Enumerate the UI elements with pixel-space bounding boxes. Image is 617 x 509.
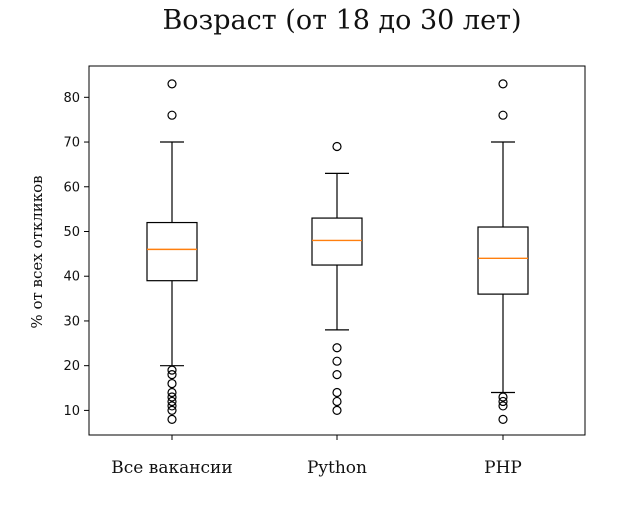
x-tick-label: Python xyxy=(307,458,367,478)
box-group xyxy=(311,141,363,415)
outlier-point xyxy=(167,405,177,415)
y-tick-label: 60 xyxy=(63,180,80,195)
y-tick-label: 10 xyxy=(63,404,80,419)
outlier-point xyxy=(167,401,177,411)
outlier-point xyxy=(332,141,342,152)
outlier-point xyxy=(167,414,177,424)
plot-area: 10 20 30 40 50 60 70 80 Все вакансии Python PHP xyxy=(63,65,586,478)
box xyxy=(311,217,363,266)
outlier-point xyxy=(498,392,508,402)
axes-frame xyxy=(88,65,586,436)
x-tick-label: Все вакансии xyxy=(111,458,232,478)
y-tick-label: 40 xyxy=(63,270,80,285)
y-tick-label: 70 xyxy=(63,136,80,151)
outlier-point xyxy=(498,401,508,411)
outlier-point xyxy=(167,387,177,398)
box-group xyxy=(146,79,198,424)
box-group xyxy=(477,79,529,424)
outlier-point xyxy=(332,387,342,398)
outlier-point xyxy=(498,414,508,424)
y-tick-label: 80 xyxy=(63,91,80,106)
outlier-point xyxy=(498,79,508,89)
outlier-point xyxy=(167,365,177,375)
outlier-point xyxy=(332,356,342,366)
outlier-point xyxy=(498,396,508,407)
y-tick-label: 50 xyxy=(63,225,80,240)
outlier-point xyxy=(332,396,342,407)
chart-title: Возраст (от 18 до 30 лет) xyxy=(162,5,521,36)
outlier-point xyxy=(167,110,177,120)
outlier-point xyxy=(167,79,177,89)
outlier-point xyxy=(167,370,177,380)
outlier-point xyxy=(167,396,177,407)
y-tick-label: 30 xyxy=(63,314,80,329)
x-tick-label: PHP xyxy=(484,458,522,478)
outlier-point xyxy=(332,370,342,380)
outlier-point xyxy=(498,110,508,120)
outlier-point xyxy=(167,378,177,389)
y-axis-label: % от всех откликов xyxy=(28,175,46,328)
box xyxy=(146,221,198,282)
outlier-point xyxy=(167,392,177,402)
y-tick-label: 20 xyxy=(63,359,80,374)
outlier-point xyxy=(332,343,342,353)
box xyxy=(477,226,529,295)
outlier-point xyxy=(332,405,342,415)
